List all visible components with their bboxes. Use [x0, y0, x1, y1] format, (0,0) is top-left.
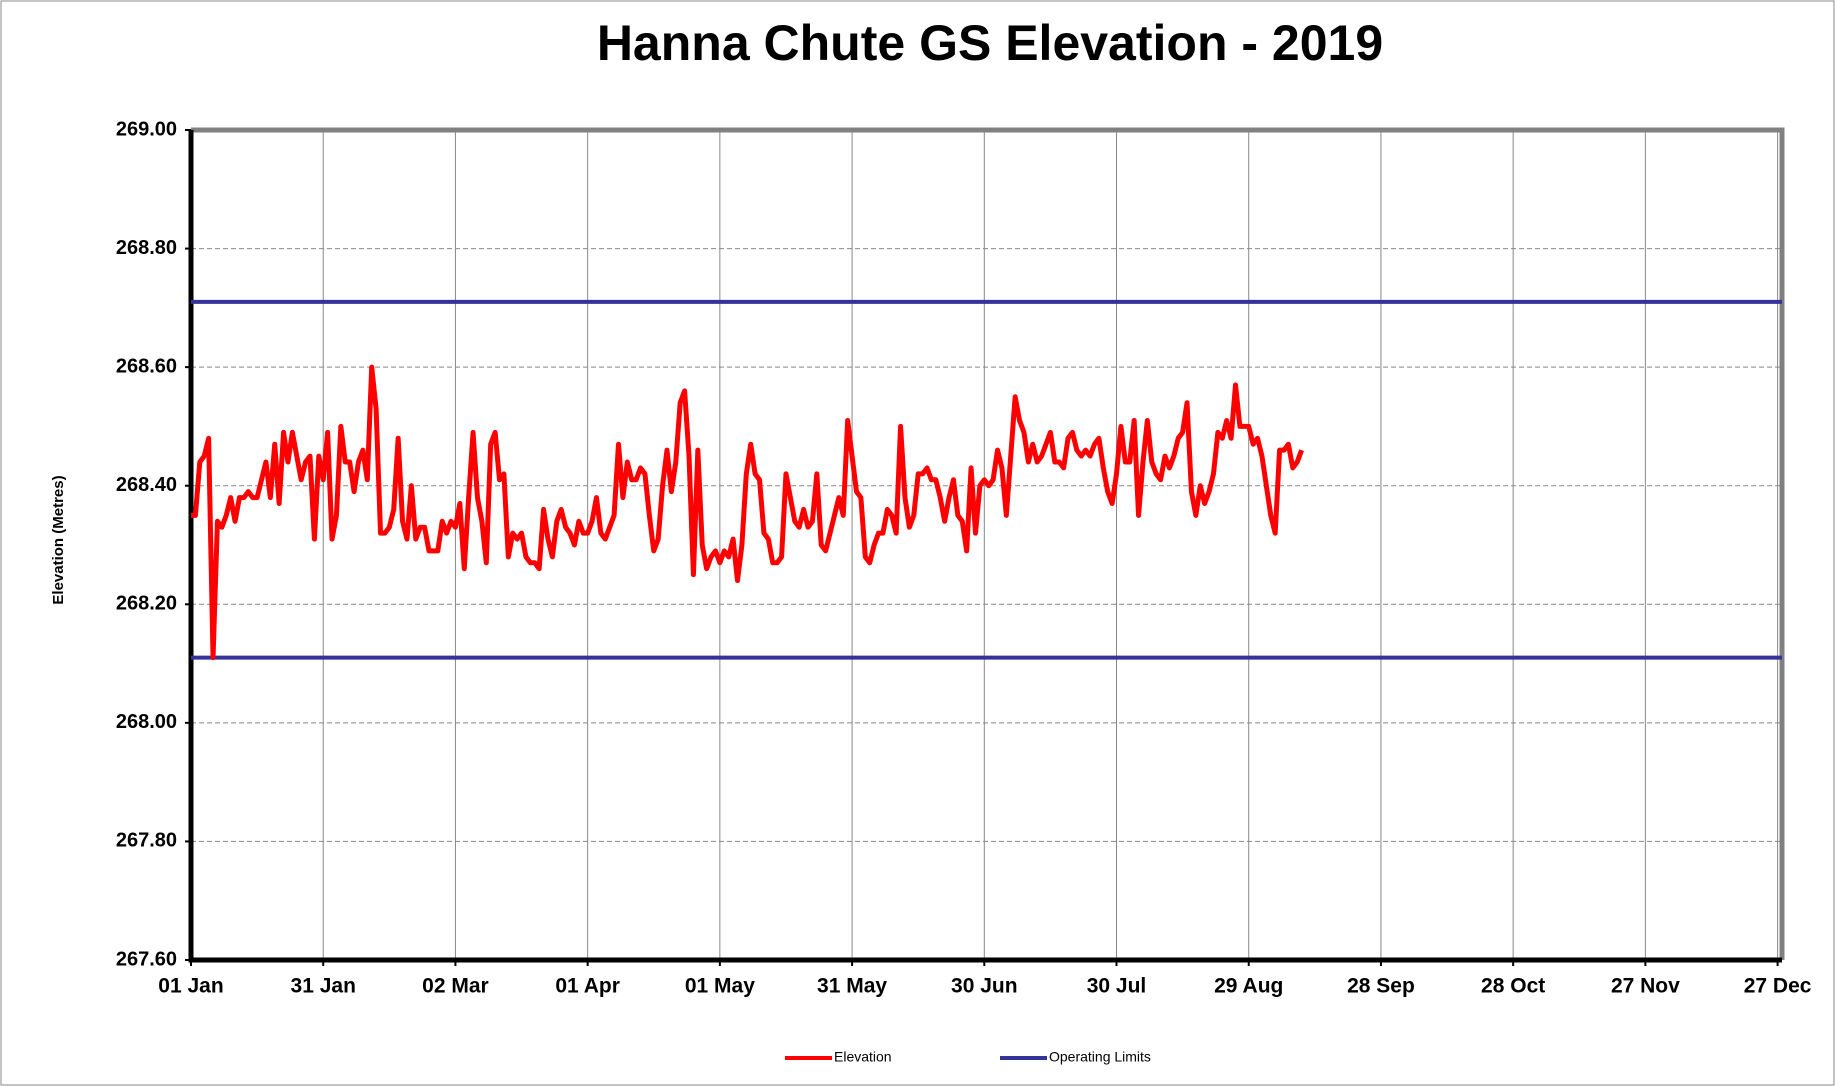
x-tick-label: 28 Oct — [1481, 975, 1545, 998]
x-tick-label: 27 Nov — [1611, 975, 1680, 998]
y-tick-label: 268.80 — [116, 237, 177, 259]
x-tick-label: 31 May — [817, 975, 887, 998]
x-tick-label: 29 Aug — [1214, 975, 1283, 998]
data-line — [191, 364, 1304, 661]
y-tick-label: 267.60 — [116, 948, 177, 970]
y-tick-label: 268.20 — [116, 593, 177, 615]
x-tick-label: 02 Mar — [422, 975, 489, 998]
x-tick-label: 31 Jan — [291, 975, 356, 998]
x-tick-label: 30 Jul — [1087, 975, 1147, 998]
plot-border — [191, 127, 1785, 960]
x-tick-label: 30 Jun — [951, 975, 1018, 998]
y-tick-label: 268.00 — [116, 711, 177, 733]
x-tick-label: 01 Jan — [158, 975, 223, 998]
y-tick-label: 268.60 — [116, 355, 177, 377]
axis-line — [188, 130, 1782, 963]
chart-title: Hanna Chute GS Elevation - 2019 — [597, 15, 1383, 71]
x-tick-label: 27 Dec — [1744, 975, 1812, 998]
y-axis-label: Elevation (Metres) — [50, 475, 67, 604]
y-tick-label: 268.40 — [116, 474, 177, 496]
legend-label: Operating Limits — [1049, 1049, 1151, 1065]
y-tick-label: 267.80 — [116, 830, 177, 852]
legend-label: Elevation — [834, 1049, 892, 1065]
y-tick-label: 269.00 — [116, 118, 177, 140]
x-tick-label: 01 Apr — [555, 975, 620, 998]
x-tick-label: 01 May — [685, 975, 755, 998]
x-tick-label: 28 Sep — [1347, 975, 1415, 998]
